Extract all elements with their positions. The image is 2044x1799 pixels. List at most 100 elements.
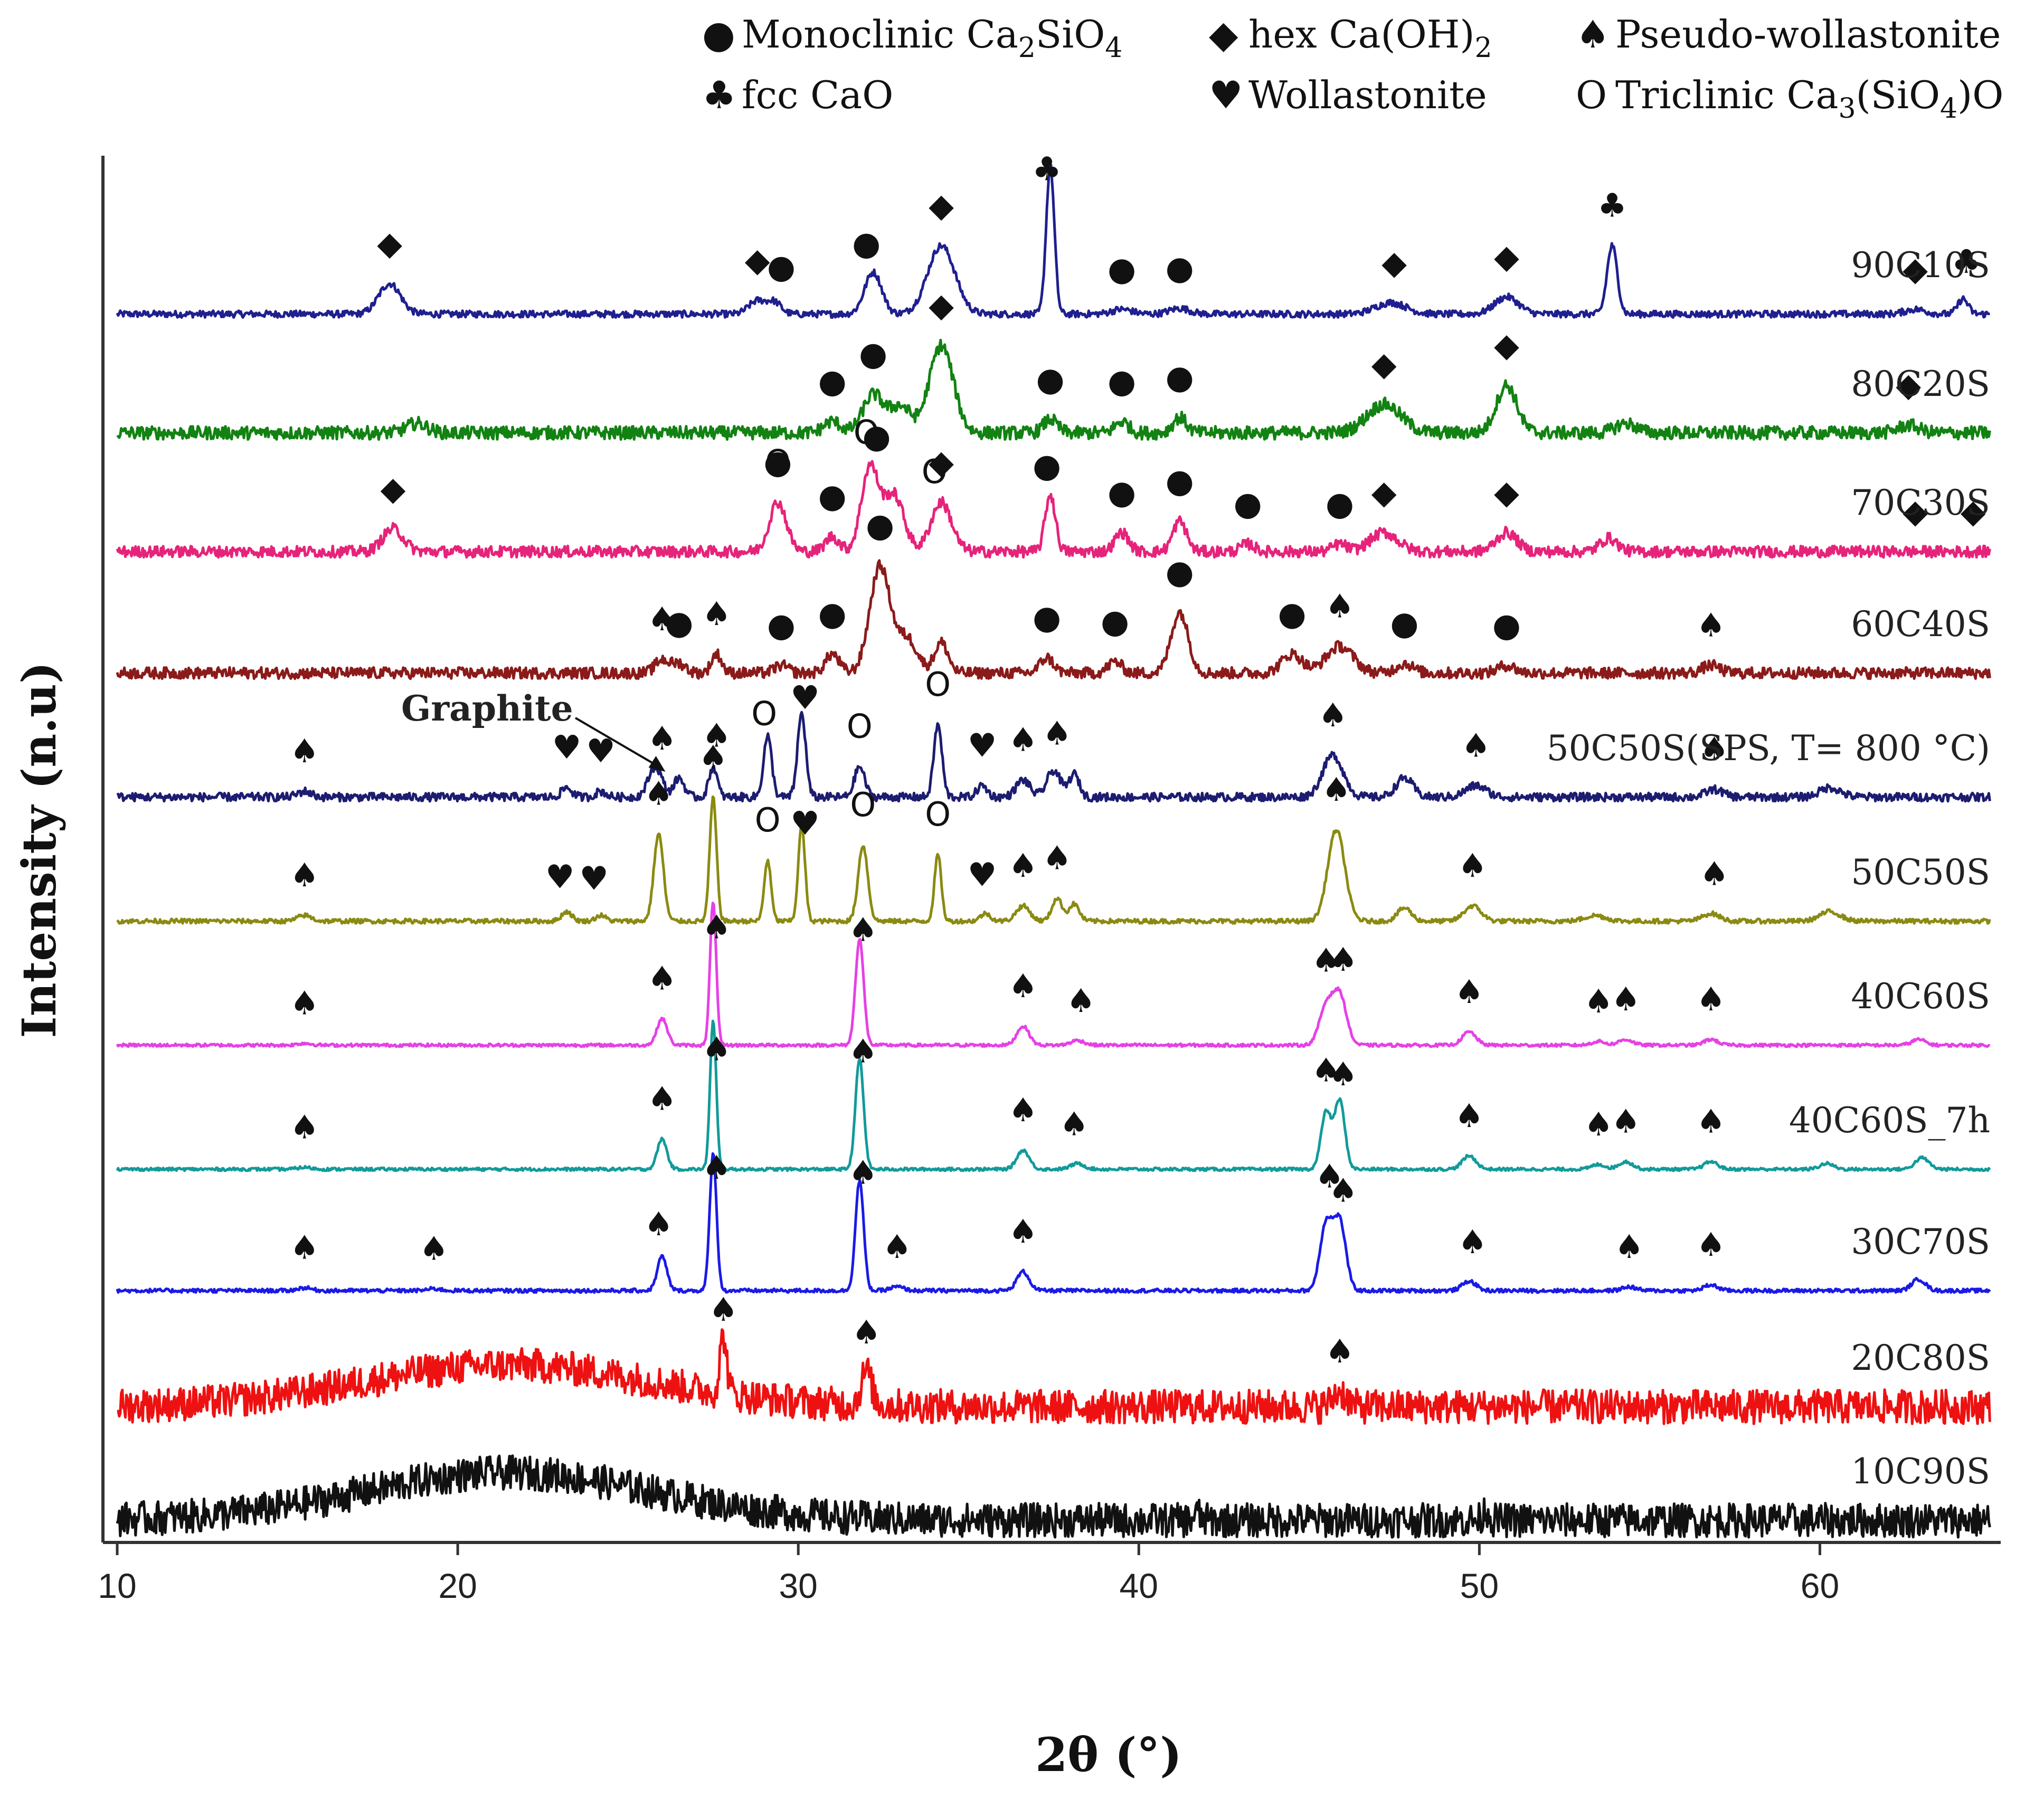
phase-marker: ♥ <box>579 859 609 898</box>
phase-marker: ♠ <box>1043 714 1072 752</box>
trace-series <box>116 163 1990 319</box>
phase-marker: ♠ <box>1059 1104 1089 1143</box>
phase-marker: ♠ <box>647 959 677 998</box>
phase-marker: ◆ <box>1494 473 1519 512</box>
trace-series <box>116 1019 1991 1172</box>
phase-marker: ● <box>859 335 887 373</box>
phase-marker: ♠ <box>1461 726 1491 764</box>
x-ticks: 10 20 30 40 50 60 <box>98 1542 1839 1605</box>
series-label: 30C70S <box>1851 1222 1990 1262</box>
phase-marker: ♥ <box>790 804 820 842</box>
phase-marker: ● <box>1033 598 1061 637</box>
phase-marker: ♠ <box>851 1313 881 1351</box>
phase-marker: ◆ <box>1371 473 1397 512</box>
series-label: 10C90S <box>1851 1451 1990 1492</box>
phase-marker: ◆ <box>929 286 954 324</box>
graphite-arrow <box>574 717 662 769</box>
series-label: 50C50S <box>1851 852 1990 893</box>
legend-label-part: (SiO <box>1856 73 1940 117</box>
legend-label-part: 4 <box>1105 32 1122 64</box>
phase-marker: ♠ <box>1458 1223 1488 1261</box>
axes <box>101 156 2001 1544</box>
phase-marker: ♠ <box>1043 839 1072 877</box>
phase-marker: ♠ <box>290 732 319 770</box>
phase-marker: ◆ <box>1961 492 1986 531</box>
phase-marker: ♠ <box>1700 730 1729 769</box>
phase-marker: ♠ <box>1696 606 1726 645</box>
legend-label: Wollastonite <box>1248 73 1487 117</box>
legend-glyph: ◆ <box>1209 12 1238 56</box>
legend-label-part: Monoclinic Ca <box>742 12 1018 56</box>
legend-label-part: 4 <box>1940 93 1957 125</box>
phase-marker: ◆ <box>1903 250 1928 288</box>
phase-marker: ◆ <box>745 241 770 279</box>
phase-marker: ● <box>1166 553 1194 591</box>
phase-marker: ♠ <box>1454 972 1484 1011</box>
legend-label: hex Ca(OH)2 <box>1248 12 1492 64</box>
phase-marker: ● <box>1166 249 1194 287</box>
series-labels: 90C10S 80C20S 70C30S 60C40S 50C50S(SPS, T= 8… <box>1547 245 1990 1492</box>
phase-marker: ● <box>1234 485 1262 523</box>
phase-marker: ♠ <box>702 1148 732 1187</box>
legend-label-part: 2 <box>1474 32 1492 64</box>
legend: ● Monoclinic Ca2SiO4 ◆ hex Ca(OH)2 ♠ Pseudo-w… <box>702 12 2003 125</box>
phase-marker: ◆ <box>929 442 954 481</box>
phase-marker: O <box>765 442 791 481</box>
phase-marker: ♠ <box>1008 1091 1038 1129</box>
phase-marker: O <box>847 707 873 745</box>
phase-marker: ◆ <box>1903 492 1928 531</box>
phase-marker: ♠ <box>647 600 677 638</box>
phase-marker: ● <box>818 594 847 633</box>
legend-label-part: Triclinic Ca <box>1615 73 1838 117</box>
phase-marker: ♠ <box>1329 1055 1358 1093</box>
phase-marker: ● <box>862 417 891 456</box>
phase-marker: ◆ <box>1896 366 1921 404</box>
phase-marker: ● <box>763 442 792 481</box>
phase-marker: ● <box>1390 604 1418 642</box>
x-tick-label: 20 <box>438 1566 477 1605</box>
phase-marker: ♥ <box>968 855 997 894</box>
phase-marker: ♠ <box>1329 940 1358 979</box>
phase-marker: ● <box>852 224 881 262</box>
phase-marker: ♠ <box>644 774 674 812</box>
legend-glyph: O <box>1576 73 1607 117</box>
phase-marker: O <box>751 695 777 733</box>
trace-series <box>116 711 1991 803</box>
series-label: 90C10S <box>1851 245 1990 286</box>
phase-marker: ♠ <box>1611 980 1641 1018</box>
x-tick-label: 50 <box>1460 1566 1499 1605</box>
phase-marker: ● <box>1108 362 1136 400</box>
legend-glyph: ♥ <box>1209 73 1243 117</box>
legend-entry-pw: ♠ Pseudo-wollastonite <box>1576 12 2001 56</box>
phase-marker: ♠ <box>290 1228 319 1267</box>
phase-marker: ● <box>767 247 796 286</box>
phase-marker: O <box>854 413 879 452</box>
graphite-label: Graphite <box>401 688 573 729</box>
trace-series <box>116 795 1991 925</box>
phase-marker: ♠ <box>1311 1050 1341 1089</box>
phase-marker: ● <box>665 603 693 642</box>
phase-marker: ♠ <box>647 719 677 758</box>
phase-marker: ● <box>1166 461 1194 500</box>
phase-marker: ♠ <box>1008 1212 1038 1251</box>
phase-marker: ♥ <box>552 728 582 766</box>
phase-marker: ♥ <box>968 726 997 764</box>
phase-marker: ♠ <box>1584 1105 1613 1143</box>
traces <box>116 163 1991 1539</box>
trace-series <box>116 1152 1991 1294</box>
phase-marker: ♠ <box>1008 967 1038 1005</box>
phase-marker: ● <box>767 606 796 645</box>
series-label: 70C30S <box>1851 482 1990 523</box>
phase-marker: ◆ <box>1381 243 1407 282</box>
legend-entry-c2s: ● Monoclinic Ca2SiO4 <box>702 12 1122 64</box>
phase-marker: ♠ <box>702 594 732 633</box>
series-label: 80C20S <box>1851 364 1990 404</box>
phase-marker: ● <box>1101 602 1129 640</box>
legend-entry-ch: ◆ hex Ca(OH)2 <box>1209 12 1492 64</box>
legend-label-part: fcc CaO <box>742 73 893 117</box>
phase-marker: ♠ <box>1315 1157 1345 1196</box>
legend-entry-cao: ♣ fcc CaO <box>702 73 893 117</box>
phase-marker: ♠ <box>698 738 728 777</box>
phase-marker: O <box>925 795 951 834</box>
legend-entry-c3s: O Triclinic Ca3(SiO4)O <box>1576 73 2003 125</box>
